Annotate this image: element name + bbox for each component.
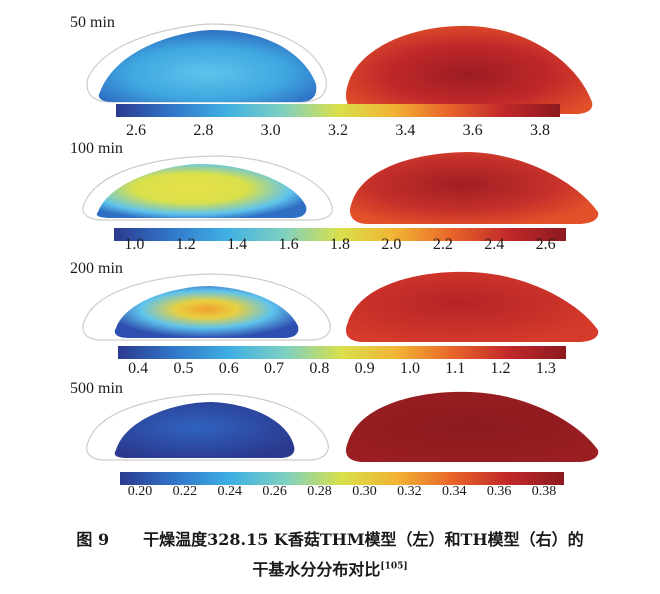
colorbar [118,346,566,359]
colorbar-tick-label: 0.38 [531,484,557,499]
colorbar-tick-label: 0.26 [262,484,287,499]
reference-mark: [105] [380,561,408,572]
caption-text: 干燥温度328.15 K香菇THM模型（左）和TH模型（右）的 [143,530,584,549]
colorbar-tick-label: 0.20 [127,484,153,499]
colorbar-ticks: 1.0 1.2 1.4 1.6 1.8 2.0 2.2 2.4 2.6 [114,236,566,258]
colorbar-tick-label: 2.2 [432,236,453,253]
panel-200min: 200 min 0.4 0.5 0.6 0.7 0.8 0.9 1.0 1.1 1.2 1.3 [0,260,660,380]
colorbar-tick-label: 3.6 [462,122,483,139]
moisture-shapes [86,391,599,462]
colorbar-tick-label: 0.6 [218,360,239,377]
figure-caption-line2: 干基水分分布对比[105] [0,556,660,580]
colorbar-tick-label: 1.3 [535,360,556,377]
colorbar-tick-label: 3.8 [530,122,551,139]
colorbar-tick-label: 0.22 [172,484,198,499]
figure-number: 图 9 [76,530,110,549]
colorbar-tick-label: 1.4 [227,236,248,253]
panel-500min: 500 min 0.20 0.22 0.24 0.26 0.28 0.30 0.32 0.34… [0,380,660,504]
figure-caption-line1: 图 9 干燥温度328.15 K香菇THM模型（左）和TH模型（右）的 [0,526,660,550]
thm-model-moisture-map [98,30,317,102]
moisture-shapes [82,271,599,342]
colorbar-ticks: 2.6 2.8 3.0 3.2 3.4 3.6 3.8 [116,122,560,144]
colorbar-tick-label: 0.34 [441,484,467,499]
colorbar-tick-label: 2.4 [484,236,505,253]
time-label: 50 min [70,14,115,31]
th-model-moisture-map [349,152,599,224]
time-label: 500 min [70,380,123,397]
colorbar-tick-label: 3.0 [260,122,281,139]
th-model-moisture-map [345,391,599,462]
colorbar-tick-label: 0.4 [128,360,149,377]
th-model-moisture-map [345,271,599,342]
th-model-moisture-map [345,25,593,114]
colorbar-tick-label: 0.5 [173,360,194,377]
colorbar-tick-label: 0.7 [264,360,285,377]
colorbar-tick-label: 1.1 [445,360,466,377]
panel-50min: 50 min 2.6 2.8 3.0 3.2 3.4 3.6 3.8 [0,14,660,140]
colorbar [116,104,560,117]
moisture-shapes [86,23,593,114]
colorbar [114,228,566,241]
colorbar-tick-label: 1.0 [399,360,420,377]
caption-text: 干基水分分布对比 [252,560,381,579]
thm-model-outline [82,273,331,341]
colorbar-tick-label: 0.8 [309,360,330,377]
colorbar-tick-label: 0.9 [354,360,375,377]
colorbar-tick-label: 3.4 [395,122,416,139]
colorbar-tick-label: 1.8 [330,236,350,253]
time-label: 100 min [70,140,123,157]
colorbar-ticks: 0.4 0.5 0.6 0.7 0.8 0.9 1.0 1.1 1.2 1.3 [118,360,566,382]
colorbar-tick-label: 3.2 [328,122,348,139]
thm-model-outline [86,23,327,103]
colorbar-tick-label: 1.2 [175,236,196,253]
thm-model-outline [86,393,329,461]
panel-100min: 100 min 1.0 1.2 1.4 1.6 1.8 2.0 2.2 2.4 2.6 [0,140,660,260]
colorbar-tick-label: 2.8 [193,122,214,139]
colorbar-tick-label: 1.6 [278,236,299,253]
colorbar-tick-label: 2.6 [125,122,146,139]
colorbar-tick-label: 2.0 [381,236,402,253]
thm-model-outline [82,155,333,221]
thm-model-moisture-map [114,402,295,458]
colorbar-tick-label: 0.28 [307,484,332,499]
colorbar-tick-label: 0.36 [486,484,512,499]
colorbar-ticks: 0.20 0.22 0.24 0.26 0.28 0.30 0.32 0.34 0.36 0.38 [120,484,564,506]
colorbar-tick-label: 0.32 [397,484,422,499]
thm-model-moisture-map [96,164,307,218]
moisture-shapes [82,152,599,224]
colorbar-tick-label: 1.2 [490,360,511,377]
time-label: 200 min [70,260,123,277]
colorbar [120,472,564,485]
colorbar-tick-label: 0.24 [217,484,243,499]
colorbar-tick-label: 2.6 [535,236,556,253]
colorbar-tick-label: 0.30 [352,484,377,499]
thm-model-moisture-map [114,286,299,338]
colorbar-tick-label: 1.0 [124,236,145,253]
